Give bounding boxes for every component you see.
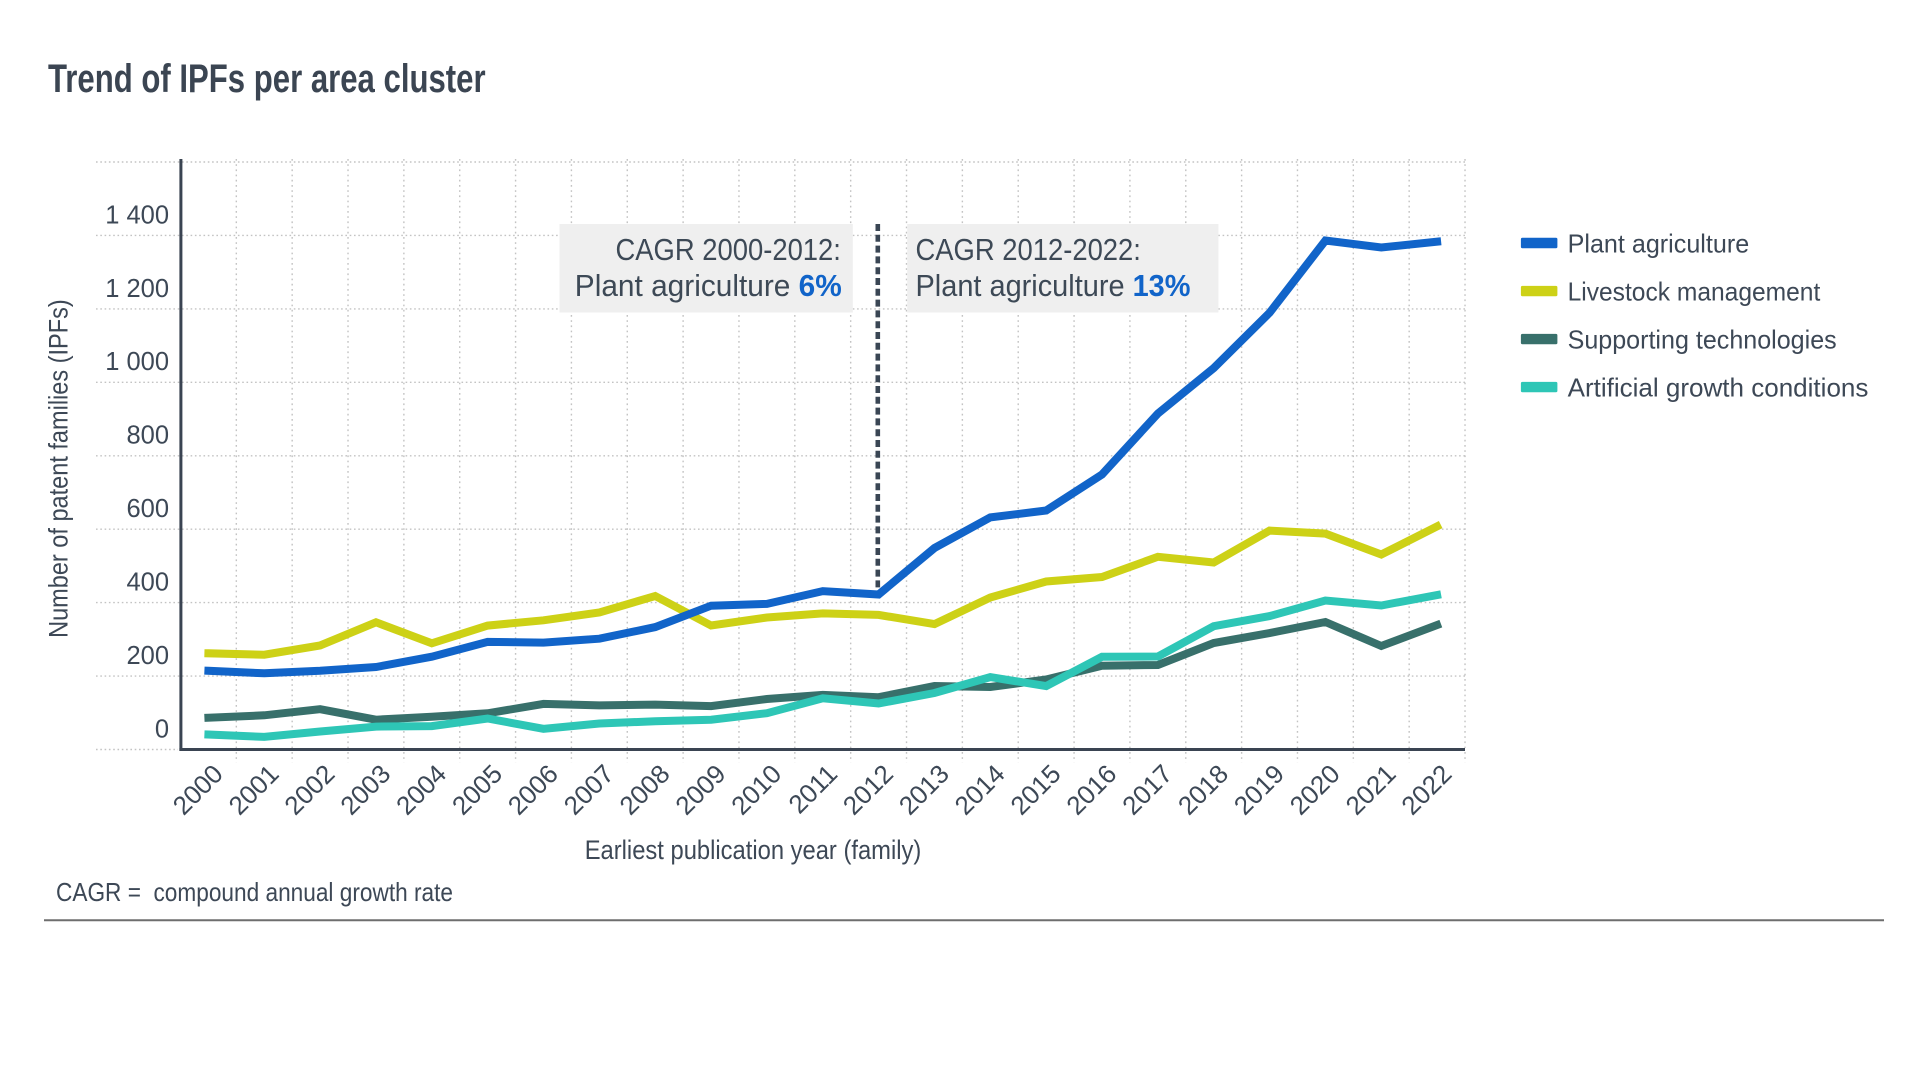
svg-text:2003: 2003 [334, 759, 396, 821]
svg-text:1 200: 1 200 [105, 275, 169, 303]
svg-text:2001: 2001 [223, 759, 285, 821]
svg-text:2002: 2002 [278, 759, 340, 821]
svg-text:2007: 2007 [558, 759, 620, 821]
svg-text:2011: 2011 [782, 759, 843, 820]
svg-text:2000: 2000 [167, 759, 229, 821]
svg-text:2018: 2018 [1172, 759, 1234, 821]
svg-text:2012: 2012 [837, 759, 899, 821]
svg-text:Supporting technologies: Supporting technologies [1568, 324, 1837, 354]
svg-text:Plant agriculture: Plant agriculture [1568, 228, 1750, 258]
svg-text:800: 800 [126, 422, 169, 450]
svg-text:400: 400 [126, 569, 169, 597]
svg-text:200: 200 [126, 642, 169, 670]
svg-text:2009: 2009 [669, 759, 731, 821]
svg-text:CAGR = compound annual growth: CAGR = compound annual growth rate [56, 877, 453, 907]
svg-text:2022: 2022 [1395, 759, 1457, 821]
svg-text:2015: 2015 [1004, 759, 1066, 821]
svg-text:2021: 2021 [1340, 759, 1402, 821]
svg-text:2010: 2010 [725, 759, 787, 821]
svg-text:1 000: 1 000 [105, 348, 169, 376]
svg-text:2019: 2019 [1228, 759, 1290, 821]
svg-text:600: 600 [126, 495, 169, 523]
svg-text:Earliest publication year (fam: Earliest publication year (family) [585, 835, 922, 865]
svg-text:1 400: 1 400 [105, 201, 169, 229]
svg-text:2016: 2016 [1060, 759, 1122, 821]
svg-text:2017: 2017 [1116, 759, 1178, 821]
svg-text:2008: 2008 [613, 759, 675, 821]
svg-text:2020: 2020 [1284, 759, 1346, 821]
svg-text:2014: 2014 [949, 759, 1011, 821]
svg-text:CAGR 2012-2022:: CAGR 2012-2022: [916, 233, 1141, 267]
svg-text:Livestock management: Livestock management [1568, 276, 1821, 306]
svg-text:2004: 2004 [390, 759, 452, 821]
svg-text:0: 0 [155, 715, 169, 743]
svg-text:Artificial growth conditions: Artificial growth conditions [1568, 372, 1869, 402]
svg-text:Plant agriculture 13%: Plant agriculture 13% [916, 269, 1191, 303]
svg-text:2005: 2005 [446, 759, 508, 821]
svg-text:2013: 2013 [893, 759, 955, 821]
svg-text:2006: 2006 [502, 759, 564, 821]
svg-text:CAGR 2000-2012:: CAGR 2000-2012: [616, 233, 841, 267]
svg-text:Plant agriculture 6%: Plant agriculture 6% [575, 269, 842, 303]
svg-text:Number of patent families (IPF: Number of patent families (IPFs) [44, 299, 74, 638]
